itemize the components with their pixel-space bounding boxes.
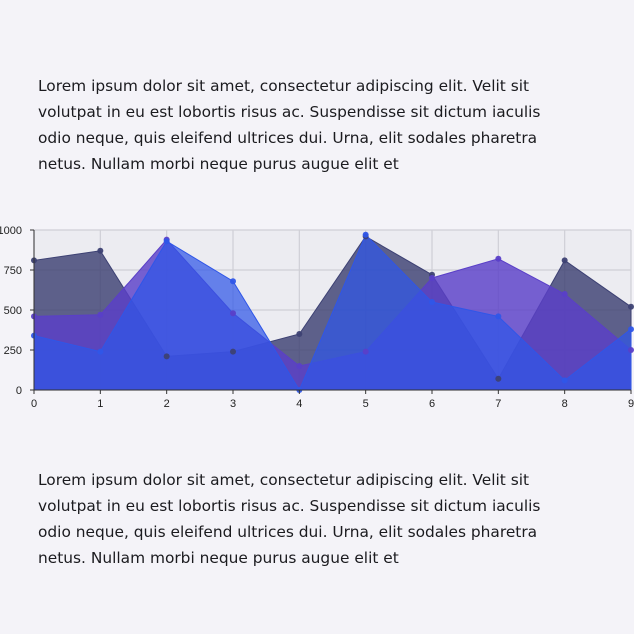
x-tick-label: 8 <box>562 398 568 410</box>
x-tick-label: 9 <box>628 398 634 410</box>
series-3-point[interactable] <box>362 231 369 238</box>
series-1-point[interactable] <box>561 257 568 264</box>
y-tick-label: 1000 <box>0 225 22 237</box>
series-3-point[interactable] <box>163 238 170 245</box>
area-chart: 0 250 500 750 1000 0 1 2 3 4 5 6 7 8 9 <box>0 225 634 410</box>
paragraph-top: Lorem ipsum dolor sit amet, consectetur … <box>38 77 541 173</box>
x-tick-label: 5 <box>363 398 369 410</box>
paragraph-bottom: Lorem ipsum dolor sit amet, consectetur … <box>38 471 541 567</box>
series-1-point[interactable] <box>230 348 236 355</box>
series-2-point[interactable] <box>429 275 435 281</box>
y-tick-label: 750 <box>4 265 22 277</box>
series-2-point[interactable] <box>495 255 502 262</box>
series-1-point[interactable] <box>296 331 303 337</box>
series-3-point[interactable] <box>429 299 435 305</box>
series-2-point[interactable] <box>561 291 568 297</box>
series-3-point[interactable] <box>230 278 236 285</box>
series-3-point[interactable] <box>495 313 502 320</box>
x-tick-label: 2 <box>164 398 170 410</box>
x-tick-label: 4 <box>296 398 302 410</box>
x-tick-label: 7 <box>495 398 501 410</box>
x-tick-label: 6 <box>429 398 435 410</box>
series-1-point[interactable] <box>495 375 502 382</box>
series-2-point[interactable] <box>362 348 369 355</box>
series-1-point[interactable] <box>163 353 170 360</box>
chart-axes: 0 250 500 750 1000 0 1 2 3 4 5 6 7 8 9 <box>0 225 634 410</box>
series-3-point[interactable] <box>97 348 104 355</box>
series-1-point[interactable] <box>628 303 634 310</box>
chart-series <box>31 231 634 393</box>
x-tick-label: 0 <box>31 398 37 410</box>
x-tick-label: 3 <box>230 398 236 410</box>
series-1-point[interactable] <box>97 247 104 254</box>
series-2-point[interactable] <box>628 347 634 353</box>
series-2-point[interactable] <box>97 311 104 318</box>
y-tick-label: 250 <box>4 345 22 357</box>
series-2-point[interactable] <box>230 310 236 317</box>
y-tick-label: 0 <box>16 385 22 397</box>
series-3-point[interactable] <box>628 326 634 333</box>
series-2-point[interactable] <box>296 363 303 369</box>
y-tick-label: 500 <box>4 305 22 317</box>
x-tick-label: 1 <box>97 398 103 410</box>
series-3-point[interactable] <box>561 377 568 384</box>
